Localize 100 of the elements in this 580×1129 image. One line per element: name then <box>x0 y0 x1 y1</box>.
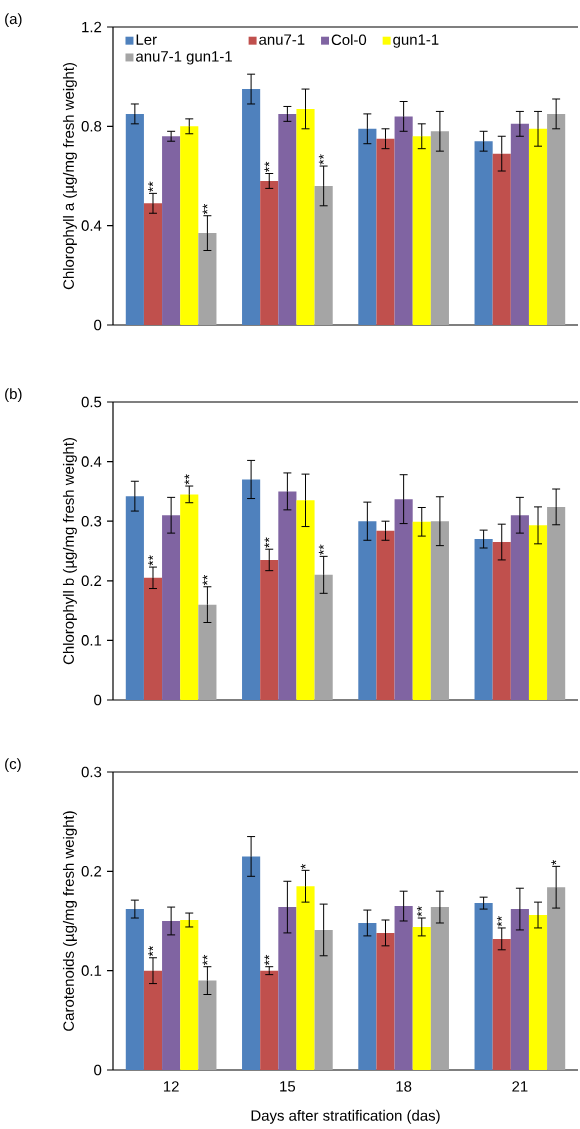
legend-label: Col-0 <box>331 34 367 46</box>
bar <box>278 113 297 325</box>
bar <box>125 909 144 1070</box>
bar <box>474 903 493 1070</box>
bar <box>162 515 181 700</box>
chart-title: (b) <box>5 388 22 403</box>
data-label: * <box>551 859 557 865</box>
data-label: ** <box>148 945 154 957</box>
bar <box>547 113 566 325</box>
bar <box>528 915 548 1070</box>
legend-label: Ler <box>136 34 157 45</box>
y-tick-label: 0.1 <box>81 965 102 976</box>
bar <box>198 604 217 700</box>
data-label: ** <box>264 161 270 173</box>
data-label: ** <box>318 154 324 165</box>
bar <box>376 138 395 325</box>
y-axis-title: Chlorophyll b (µg/mg fresh weight) <box>62 438 77 665</box>
bar <box>296 886 315 1070</box>
bar <box>358 521 377 700</box>
chart-title: (a) <box>5 13 22 28</box>
chart-title: (c) <box>5 758 21 773</box>
bar <box>510 909 529 1070</box>
y-axis-title: Carotenoids (µg/mg fresh weight) <box>62 811 77 1031</box>
y-tick-label: 0.2 <box>81 866 102 877</box>
bar <box>296 108 315 325</box>
y-tick-label: 0.4 <box>81 220 102 231</box>
bar <box>528 128 548 325</box>
bar <box>430 131 449 325</box>
bar <box>260 180 279 325</box>
bar <box>314 929 333 1070</box>
y-tick-label: 0.1 <box>81 635 102 646</box>
data-label: ** <box>202 574 208 586</box>
bar <box>412 521 431 700</box>
data-label: ** <box>202 954 208 966</box>
data-label: ** <box>496 916 502 927</box>
data-label: ** <box>184 474 190 485</box>
y-tick-label: 0 <box>94 694 102 706</box>
bar <box>180 920 199 1070</box>
data-label: ** <box>148 555 154 566</box>
bar <box>143 203 163 325</box>
bar <box>314 574 333 700</box>
data-label: ** <box>202 203 208 215</box>
bar <box>242 856 261 1070</box>
bar <box>492 153 511 325</box>
bar <box>242 479 261 700</box>
x-axis-title: Days after stratification (das) <box>251 1109 440 1124</box>
bar <box>430 521 449 700</box>
y-tick-label: 1.2 <box>82 21 102 33</box>
bar <box>394 906 413 1070</box>
x-tick-label: 21 <box>512 1081 528 1092</box>
bar <box>430 907 449 1070</box>
bar <box>394 116 413 325</box>
bar <box>143 970 163 1070</box>
data-label: ** <box>264 954 270 966</box>
data-label: ** <box>416 906 422 917</box>
bar <box>260 970 279 1070</box>
bar <box>180 494 199 700</box>
bar <box>143 577 163 700</box>
bar <box>125 496 144 700</box>
bar <box>314 185 333 325</box>
bar <box>412 136 431 325</box>
legend-label: anu7-1 <box>259 34 305 45</box>
bar <box>412 926 431 1070</box>
bar <box>528 525 548 700</box>
legend-label: anu7-1 gun1-1 <box>136 51 232 65</box>
y-tick-label: 0.3 <box>81 515 102 527</box>
bar <box>358 128 377 325</box>
bar <box>358 922 377 1070</box>
bar <box>180 126 199 325</box>
bar <box>474 141 493 325</box>
x-tick-label: 12 <box>163 1081 179 1092</box>
bar <box>547 506 566 700</box>
bar <box>376 530 395 700</box>
bar <box>492 542 511 700</box>
bar <box>125 113 144 325</box>
bar <box>260 559 279 700</box>
bar <box>296 500 315 700</box>
data-label: ** <box>318 544 324 555</box>
bar <box>162 136 181 325</box>
y-tick-label: 0.5 <box>81 396 102 408</box>
y-tick-label: 0 <box>94 319 102 331</box>
legend-label: gun1-1 <box>393 34 439 48</box>
bar <box>474 539 493 700</box>
y-tick-label: 0.2 <box>81 575 102 587</box>
x-tick-label: 15 <box>280 1081 296 1092</box>
bar <box>162 921 181 1070</box>
bar <box>547 887 566 1070</box>
y-tick-label: 0.4 <box>81 456 102 467</box>
data-label: ** <box>264 537 270 548</box>
y-tick-label: 0 <box>94 1064 102 1076</box>
y-axis-title: Chlorophyll a (µg/mg fresh weight) <box>62 63 77 290</box>
bar <box>492 938 511 1070</box>
bar <box>242 89 261 325</box>
bar <box>198 233 217 325</box>
y-tick-label: 0.8 <box>81 121 102 132</box>
data-label: * <box>300 863 306 869</box>
x-tick-label: 18 <box>396 1081 412 1092</box>
data-label: ** <box>148 181 154 192</box>
y-tick-label: 0.3 <box>81 766 102 778</box>
bar <box>278 491 297 700</box>
